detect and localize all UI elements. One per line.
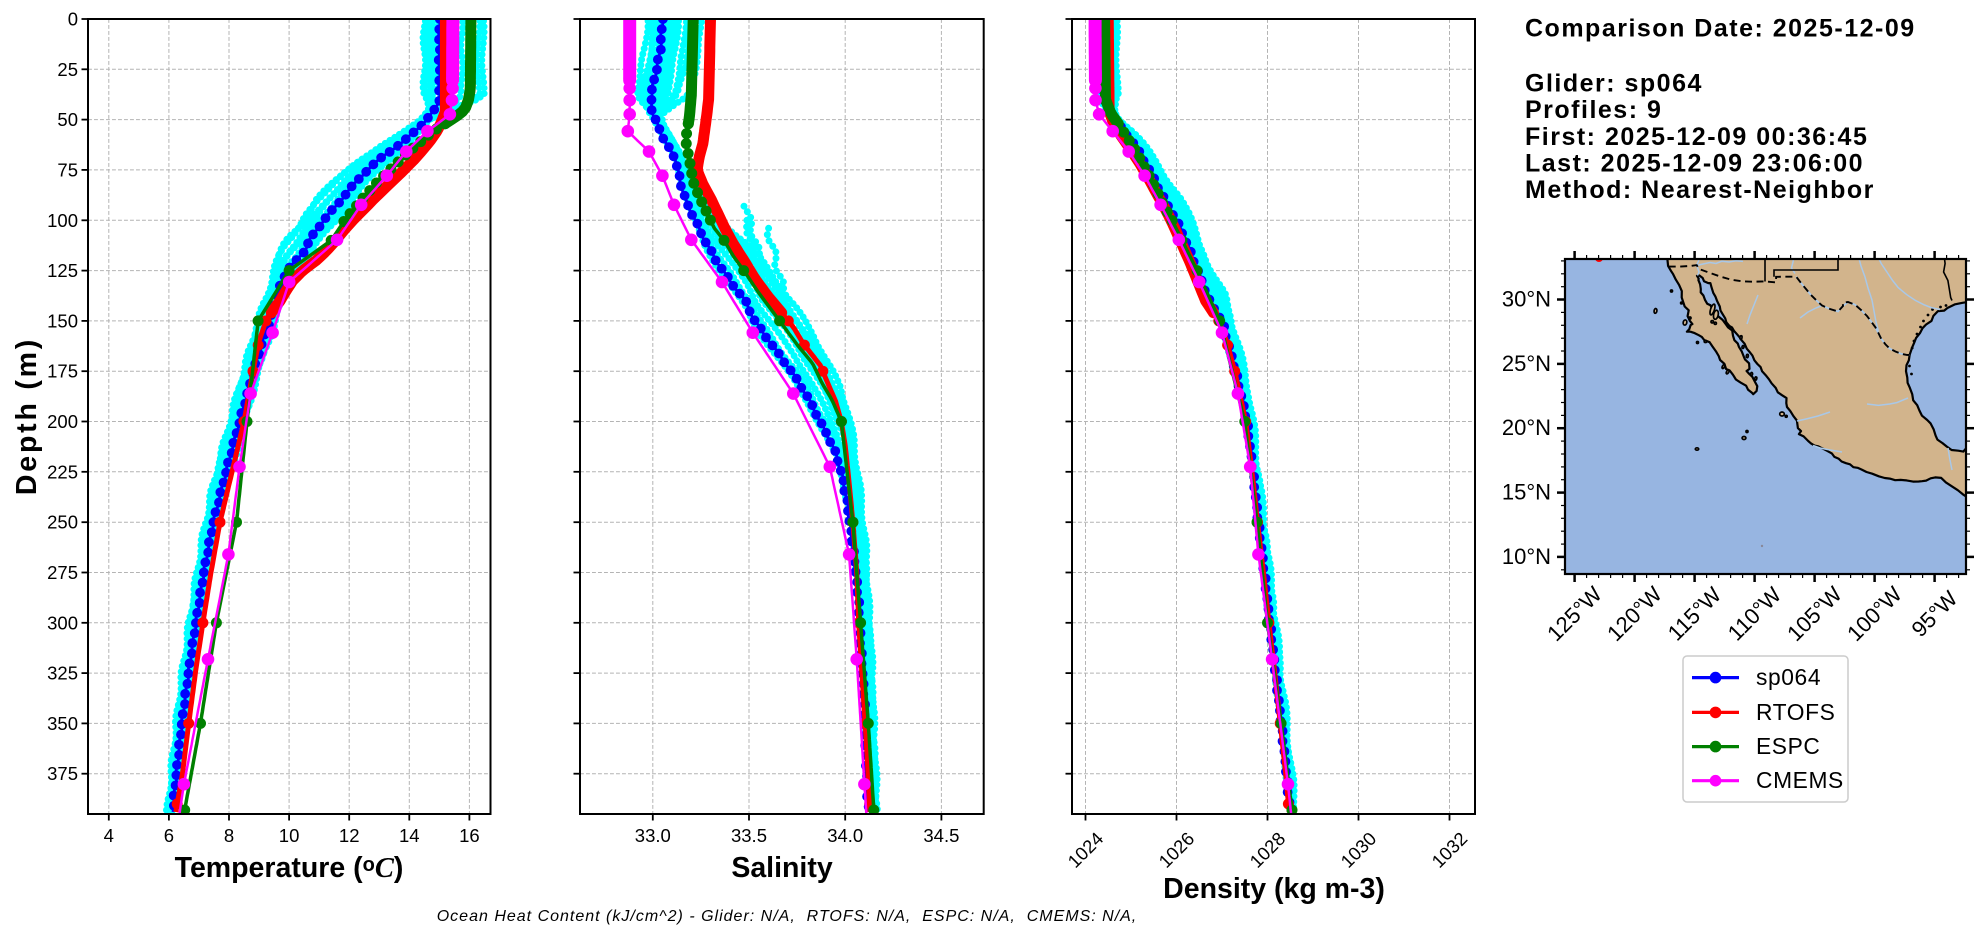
svg-text:CMEMS: CMEMS <box>1756 767 1844 793</box>
svg-text:sp064: sp064 <box>1756 664 1821 690</box>
svg-text:Density (kg m-3): Density (kg m-3) <box>1163 873 1385 905</box>
svg-text:Comparison Date: 2025-12-09: Comparison Date: 2025-12-09 <box>1525 15 1916 43</box>
svg-text:300: 300 <box>47 612 78 633</box>
svg-text:34.5: 34.5 <box>923 825 959 846</box>
svg-text:RTOFS: RTOFS <box>1756 699 1835 725</box>
svg-text:25°N: 25°N <box>1502 351 1551 376</box>
svg-text:Profiles: 9: Profiles: 9 <box>1525 96 1662 124</box>
svg-text:225: 225 <box>47 461 78 482</box>
svg-text:10°N: 10°N <box>1502 544 1551 569</box>
svg-text:0: 0 <box>68 9 78 30</box>
svg-text:Ocean Heat Content (kJ/cm^2) -: Ocean Heat Content (kJ/cm^2) - Glider: N… <box>437 908 1138 925</box>
svg-text:350: 350 <box>47 713 78 734</box>
svg-text:14: 14 <box>399 825 420 846</box>
svg-text:200: 200 <box>47 411 78 432</box>
svg-text:15°N: 15°N <box>1502 480 1551 505</box>
svg-text:100: 100 <box>47 210 78 231</box>
svg-text:33.5: 33.5 <box>731 825 767 846</box>
svg-text:175: 175 <box>47 361 78 382</box>
svg-text:16: 16 <box>459 825 480 846</box>
svg-text:Last: 2025-12-09 23:06:00: Last: 2025-12-09 23:06:00 <box>1525 149 1864 177</box>
svg-text:34.0: 34.0 <box>827 825 863 846</box>
svg-text:150: 150 <box>47 310 78 331</box>
svg-text:Salinity: Salinity <box>731 852 833 884</box>
svg-text:12: 12 <box>339 825 360 846</box>
svg-text:4: 4 <box>104 825 114 846</box>
svg-text:ESPC: ESPC <box>1756 733 1820 759</box>
svg-text:30°N: 30°N <box>1502 287 1551 312</box>
svg-text:8: 8 <box>224 825 234 846</box>
svg-text:10: 10 <box>279 825 300 846</box>
svg-text:First: 2025-12-09 00:36:45: First: 2025-12-09 00:36:45 <box>1525 123 1868 151</box>
svg-text:275: 275 <box>47 562 78 583</box>
svg-text:6: 6 <box>164 825 174 846</box>
svg-text:250: 250 <box>47 512 78 533</box>
svg-text:20°N: 20°N <box>1502 415 1551 440</box>
svg-text:50: 50 <box>57 109 78 130</box>
svg-text:75: 75 <box>57 159 78 180</box>
svg-text:33.0: 33.0 <box>635 825 671 846</box>
svg-text:375: 375 <box>47 763 78 784</box>
svg-text:Method: Nearest-Neighbor: Method: Nearest-Neighbor <box>1525 176 1875 204</box>
svg-text:Depth (m): Depth (m) <box>11 337 43 495</box>
svg-text:325: 325 <box>47 663 78 684</box>
svg-text:Glider: sp064: Glider: sp064 <box>1525 69 1703 97</box>
svg-text:125: 125 <box>47 260 78 281</box>
svg-text:25: 25 <box>57 59 78 80</box>
